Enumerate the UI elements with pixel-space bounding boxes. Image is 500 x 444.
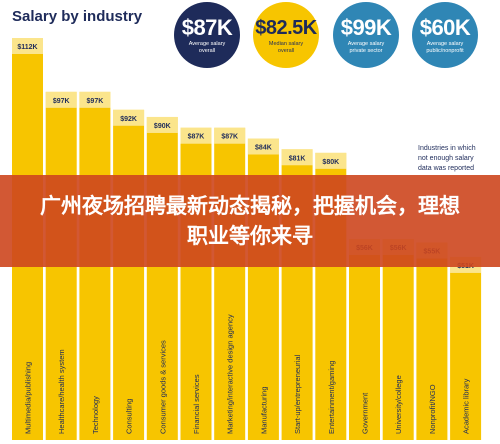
- bar-label-band: [146, 116, 178, 133]
- median-salary-overall-badge: $82.5K Median salary overall: [253, 2, 319, 68]
- bar-label-band: [113, 109, 145, 126]
- bar-label-band: [45, 91, 77, 108]
- bar-label-band: [315, 152, 347, 169]
- bar: [382, 239, 414, 440]
- stat-caption-line: overall: [198, 48, 216, 54]
- bar-value-label: $90K: [154, 123, 171, 130]
- category-label: Consulting: [125, 399, 134, 434]
- bar-value-label: $81K: [289, 155, 306, 162]
- bar: [146, 116, 178, 440]
- bar-value-label: $87K: [221, 134, 238, 141]
- bar-value-label: $92K: [120, 116, 137, 123]
- category-label: Multimedia/publishing: [24, 362, 33, 434]
- stat-value: $87K: [181, 14, 233, 40]
- category-label: Academic library: [462, 378, 471, 434]
- bar-value-label: $97K: [87, 98, 104, 105]
- category-label: Manufacturing: [259, 386, 268, 434]
- side-note-line: data was reported: [418, 165, 474, 172]
- stat-value: $99K: [340, 14, 392, 40]
- bar-label-band: [79, 91, 111, 108]
- category-label: Government: [361, 392, 370, 434]
- bar-label-band: [214, 127, 246, 144]
- category-label: Entertainment/gaming: [327, 361, 336, 434]
- category-label: Technology: [91, 396, 100, 434]
- bar-value-label: $80K: [322, 159, 339, 166]
- category-label: Marketing/interactive design agency: [226, 314, 235, 434]
- bar-label-band: [12, 38, 43, 54]
- category-label: Healthcare/health system: [57, 349, 66, 434]
- category-label: University/college: [394, 375, 403, 434]
- chart-title: Salary by industry: [12, 8, 143, 25]
- stat-caption-line: Average salary: [347, 40, 385, 47]
- average-salary-overall-badge: $87K Average salary overall: [174, 2, 240, 68]
- bar-label-band: [180, 127, 212, 144]
- category-label: Nonprofit/NGO: [428, 384, 437, 434]
- bar-label-band: [247, 138, 279, 155]
- bar: [416, 242, 448, 440]
- bar-value-label: $84K: [255, 145, 272, 152]
- stat-caption-line: private sector: [349, 48, 383, 54]
- bar: [113, 109, 145, 441]
- category-label: Start-up/entrepreneurial: [293, 354, 302, 434]
- stat-caption-line: overall: [277, 48, 295, 54]
- side-note-line: not enough salary: [418, 155, 474, 162]
- stat-caption-line: Median salary: [268, 40, 304, 47]
- average-salary-private-badge: $99K Average salary private sector: [333, 2, 399, 68]
- stat-caption-line: public/nonprofit: [426, 48, 464, 54]
- bar: [349, 239, 380, 440]
- headline-banner: 广州夜场招聘最新动态揭秘，把握机会，理想职业等你来寻: [0, 175, 500, 267]
- stat-caption-line: Average salary: [426, 40, 464, 47]
- stat-value: $82.5K: [255, 16, 317, 39]
- side-note-line: Industries in which: [418, 145, 476, 152]
- banner-headline: 广州夜场招聘最新动态揭秘，把握机会，理想职业等你来寻: [40, 194, 460, 248]
- bar-label-band: [281, 149, 313, 166]
- bar-value-label: $112K: [17, 44, 37, 51]
- category-label: Financial services: [192, 374, 201, 434]
- stat-caption-line: Average salary: [188, 40, 226, 47]
- bar-value-label: $87K: [188, 134, 205, 141]
- average-salary-public-badge: $60K Average salary public/nonprofit: [412, 2, 478, 68]
- category-label: Consumer goods & services: [158, 340, 167, 434]
- bar: [450, 256, 482, 440]
- bar-value-label: $97K: [53, 98, 70, 105]
- stat-value: $60K: [419, 14, 471, 40]
